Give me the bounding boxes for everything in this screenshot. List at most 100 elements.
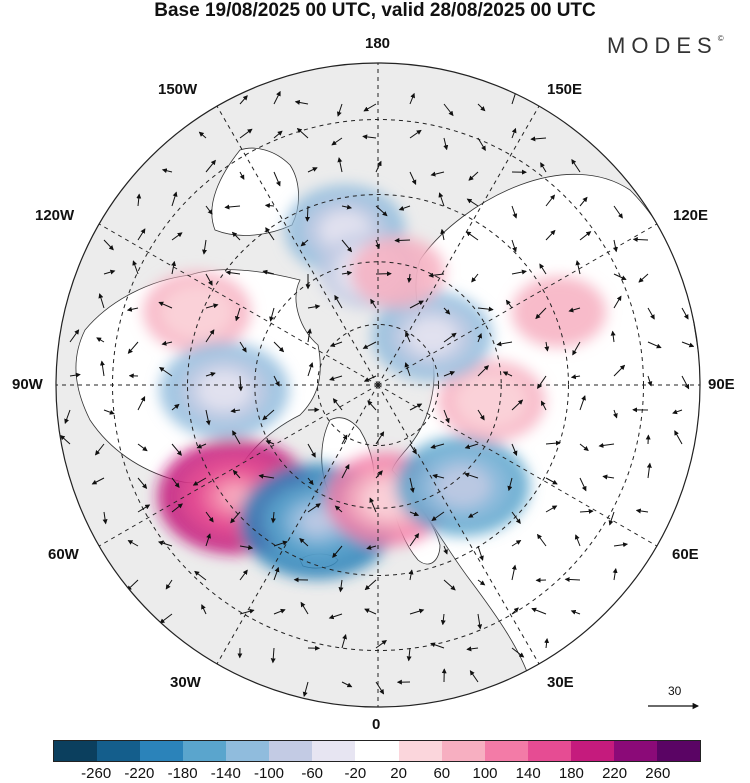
colorbar-tick-label: 180 [558, 765, 584, 782]
wind-arrow [205, 159, 216, 173]
wind-arrow [477, 613, 483, 630]
colorbar-swatch [570, 741, 614, 761]
wind-arrow [332, 545, 343, 558]
wind-arrow [409, 443, 417, 455]
anomaly-high-china [511, 276, 607, 348]
wind-arrow [307, 362, 314, 377]
wind-arrow [394, 237, 411, 243]
wind-arrow [338, 579, 344, 593]
wind-arrow [545, 505, 558, 513]
wind-arrow [127, 540, 139, 547]
wind-arrow [158, 540, 173, 547]
wind-arrow [477, 409, 485, 421]
anomaly-high-north-america-west-core [160, 284, 234, 340]
wind-arrow [531, 607, 547, 615]
wind-arrow [375, 470, 383, 479]
wind-arrow [337, 157, 343, 173]
colorbar-tick-label: -220 [124, 765, 155, 782]
colorbar [53, 740, 701, 762]
modes-logo: MODES© [607, 33, 724, 59]
colorbar-tick-label: 20 [390, 765, 407, 782]
wind-arrow [307, 503, 321, 513]
colorbar-tick-label: 220 [602, 765, 628, 782]
wind-arrow [440, 613, 446, 626]
wind-arrow [341, 434, 348, 445]
wind-arrow [137, 504, 151, 513]
wind-arrow [431, 511, 445, 521]
wind-arrow [369, 497, 377, 513]
wind-arrow [329, 375, 343, 381]
wind-arrow [409, 171, 417, 185]
wind-arrow [239, 128, 253, 139]
wind-arrow [270, 511, 276, 524]
wind-arrow [409, 92, 415, 105]
wind-arrow [468, 171, 479, 181]
wind-arrow [638, 273, 649, 283]
wind-arrow [406, 647, 412, 662]
wind-arrow [99, 360, 105, 377]
wind-arrow [602, 474, 615, 480]
wind-arrow [230, 408, 241, 414]
colorbar-swatch [54, 741, 98, 761]
wind-arrow [201, 604, 207, 615]
lon-label-120e: 120E [673, 207, 709, 224]
wind-arrow [273, 566, 280, 581]
wind-arrow [537, 375, 547, 389]
wind-arrow [103, 409, 115, 415]
wind-arrow [364, 579, 377, 591]
wind-arrow [430, 171, 445, 177]
colorbar-swatch [355, 741, 399, 761]
wind-arrow [159, 367, 173, 377]
wind-arrow [341, 239, 353, 253]
wind-arrow [409, 403, 423, 411]
colorbar-swatch [613, 741, 657, 761]
wind-arrow [681, 375, 690, 390]
wind-arrow [375, 640, 387, 649]
wind-arrow [647, 375, 653, 387]
wind-arrow [613, 542, 629, 548]
meridian-line [98, 384, 379, 547]
colorbar-tick-label: 140 [515, 765, 541, 782]
wind-arrow [443, 371, 456, 377]
wind-arrow [647, 307, 655, 320]
colorbar-tick-label: -180 [167, 765, 198, 782]
wind-arrow [574, 534, 581, 547]
wind-arrow [409, 511, 420, 517]
colorbar-swatch [527, 741, 571, 761]
wind-arrow [537, 533, 547, 547]
wind-arrow [613, 239, 618, 253]
wind-arrow [258, 473, 275, 479]
wind-arrow [161, 168, 173, 174]
wind-arrow [375, 160, 382, 173]
latitude-circle [316, 323, 440, 447]
wind-arrow [224, 204, 241, 210]
wind-arrow [635, 508, 649, 514]
wind-arrow [544, 341, 550, 352]
wind-arrow [613, 295, 622, 309]
wind-arrow [363, 375, 377, 382]
wind-arrow [535, 307, 547, 320]
wind-arrow [511, 511, 521, 524]
wind-arrow [136, 193, 142, 207]
wind-arrow [69, 372, 81, 378]
wind-arrow [137, 443, 148, 452]
wind-arrow [579, 395, 586, 411]
wind-arrow [294, 100, 309, 105]
colorbar-tick-label: -140 [210, 765, 241, 782]
wind-arrow [127, 341, 139, 354]
wind-arrow [269, 307, 275, 322]
lon-label-30w: 30W [170, 674, 201, 691]
wind-arrow [539, 263, 547, 275]
wind-arrow [511, 607, 519, 615]
wind-arrow [409, 300, 424, 309]
wind-arrow [265, 440, 275, 445]
wind-arrow [306, 328, 312, 343]
wind-arrow [367, 400, 377, 411]
wind-arrow [370, 298, 377, 309]
wind-arrow [205, 329, 215, 343]
wind-arrow [681, 341, 695, 348]
wind-arrow [511, 564, 517, 581]
wind-arrow [544, 637, 550, 649]
wind-arrow [192, 477, 207, 486]
wind-arrow [613, 273, 627, 281]
